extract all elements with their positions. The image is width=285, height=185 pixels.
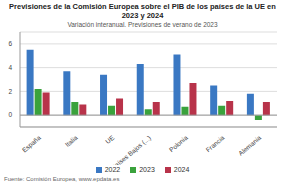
html-text:2024: 2024 bbox=[173, 166, 190, 173]
svg-text:UE: UE bbox=[104, 134, 116, 146]
svg-text:Polonia: Polonia bbox=[168, 134, 189, 154]
svg-text:Francia: Francia bbox=[204, 134, 225, 154]
html-text:Fuente: Comisión Europea, www.: Fuente: Comisión Europea, www.epdata.es bbox=[4, 176, 120, 182]
svg-text:0: 0 bbox=[8, 111, 12, 118]
svg-text:2: 2 bbox=[8, 88, 12, 95]
svg-text:4: 4 bbox=[8, 64, 12, 71]
svg-text:Italia: Italia bbox=[64, 134, 79, 148]
html-text:Variación interanual. Previsio: Variación interanual. Previsiones de ver… bbox=[67, 21, 218, 28]
html-text:2023: 2023 bbox=[139, 166, 155, 173]
svg-text:Alemania: Alemania bbox=[237, 134, 263, 157]
svg-text:6: 6 bbox=[8, 40, 12, 47]
svg-text:España: España bbox=[21, 134, 43, 155]
svg-text:Países Bajos (...): Países Bajos (...) bbox=[110, 134, 153, 165]
html-text:Previsiones de la Comisión Eur: Previsiones de la Comisión Europea sobre… bbox=[9, 2, 276, 20]
html-text:2022: 2022 bbox=[104, 166, 121, 173]
